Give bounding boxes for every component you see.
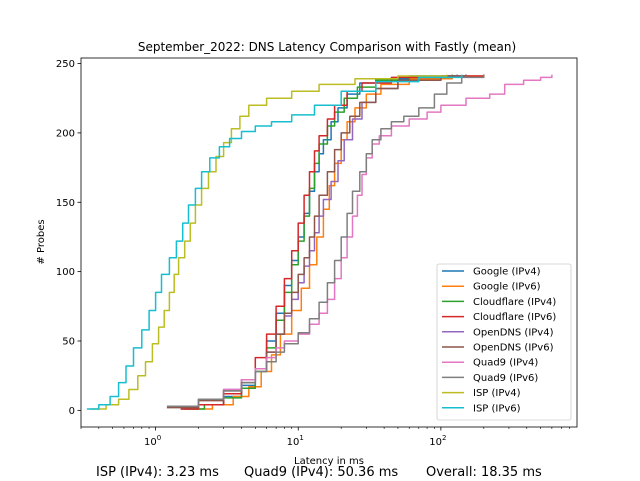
legend-label-google-ipv6: Google (IPv6) xyxy=(473,282,541,293)
legend-label-isp-ipv6: ISP (IPv6) xyxy=(473,403,521,414)
y-tick-label: 0 xyxy=(69,406,75,417)
legend-label-opendns-ipv4: OpenDNS (IPv4) xyxy=(473,327,554,338)
x-tick-label: 102 xyxy=(429,434,446,448)
x-tick-label: 101 xyxy=(287,434,304,448)
x-tick-label: 100 xyxy=(144,434,161,448)
latency-summary: ISP (IPv4): 3.23 ms Quad9 (IPv4): 50.36 … xyxy=(0,465,640,481)
series-line-google-ipv4 xyxy=(180,74,458,410)
quad9-mean-latency: Quad9 (IPv4): 50.36 ms xyxy=(244,465,399,480)
series-line-quad9-ipv4 xyxy=(180,74,553,407)
legend-label-opendns-ipv6: OpenDNS (IPv6) xyxy=(473,343,554,354)
legend: Google (IPv4) Google (IPv6) Cloudflare (IP… xyxy=(436,263,572,421)
y-tick-label: 150 xyxy=(56,198,75,209)
plot-area-frame xyxy=(80,57,578,428)
isp-mean-latency: ISP (IPv4): 3.23 ms xyxy=(96,465,219,480)
legend-label-cloudflare-ipv6: Cloudflare (IPv6) xyxy=(473,312,556,323)
series-line-isp-ipv4 xyxy=(90,74,448,410)
y-tick-label: 50 xyxy=(62,336,75,347)
series-line-opendns-ipv4 xyxy=(171,74,467,407)
series-line-google-ipv6 xyxy=(192,74,485,410)
x-axis-label: Latency in ms xyxy=(294,456,364,467)
series-group xyxy=(86,74,553,410)
series-line-isp-ipv6 xyxy=(86,74,463,410)
legend-box xyxy=(436,263,572,421)
chart-title: September_2022: DNS Latency Comparison w… xyxy=(138,40,516,54)
y-tick-label: 200 xyxy=(56,128,75,139)
legend-label-quad9-ipv4: Quad9 (IPv4) xyxy=(473,358,538,369)
y-axis-label: # Probes xyxy=(36,219,47,264)
legend-label-quad9-ipv6: Quad9 (IPv6) xyxy=(473,373,538,384)
legend-label-isp-ipv4: ISP (IPv4) xyxy=(473,388,521,399)
overall-mean-latency: Overall: 18.35 ms xyxy=(426,465,542,480)
legend-label-cloudflare-ipv4: Cloudflare (IPv4) xyxy=(473,297,556,308)
series-line-cloudflare-ipv4 xyxy=(184,74,453,410)
series-line-quad9-ipv6 xyxy=(166,74,485,407)
legend-label-google-ipv4: Google (IPv4) xyxy=(473,267,541,278)
y-tick-label: 100 xyxy=(56,267,75,278)
y-tick-label: 250 xyxy=(56,59,75,70)
